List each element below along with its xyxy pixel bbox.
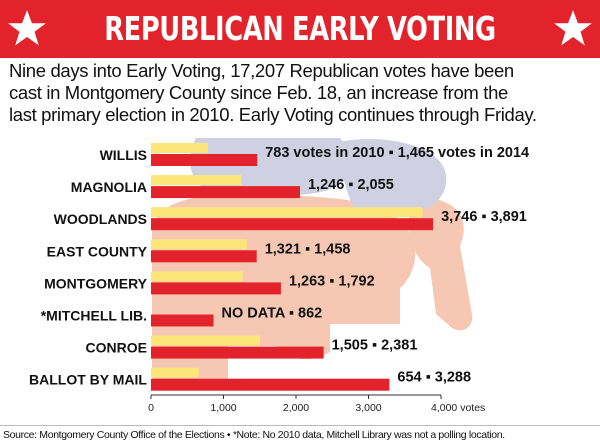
- category-label: WILLIS: [100, 147, 147, 163]
- intro-line: last primary election in 2010. Early Vot…: [9, 104, 537, 125]
- bar-2014: [151, 346, 324, 359]
- bar-2014: [151, 378, 390, 391]
- bar-2014: [151, 186, 300, 199]
- bar-2010: [151, 335, 261, 346]
- category-label: BALLOT BY MAIL: [29, 372, 147, 388]
- divider: [0, 425, 600, 426]
- bar-2014: [151, 250, 257, 263]
- data-label: 783 votes in 2010 ▪ 1,465 votes in 2014: [265, 145, 529, 161]
- x-tick-label: 3,000: [355, 402, 381, 414]
- bar-2014: [151, 154, 258, 166]
- star-icon: [554, 10, 592, 46]
- x-axis-ticks: 0 1,000 2,000 3,000 4,000 votes: [148, 395, 485, 414]
- data-label: 654 ▪ 3,288: [397, 370, 471, 386]
- data-labels: 783 votes in 2010 ▪ 1,465 votes in 2014 1…: [221, 145, 529, 386]
- bar-2010: [151, 207, 423, 218]
- bar-2010: [151, 367, 199, 378]
- category-labels: WILLIS MAGNOLIA WOODLANDS EAST COUNTY MONTGO…: [29, 147, 148, 388]
- bar-2010: [151, 175, 242, 186]
- x-tick-label: 4,000 votes: [431, 402, 485, 414]
- intro-line: cast in Montgomery County since Feb. 18,…: [9, 82, 508, 103]
- title-banner: REPUBLICAN EARLY VOTING COUNTS: [0, 0, 600, 106]
- bar-2014: [151, 314, 214, 327]
- bar-chart: WILLIS MAGNOLIA WOODLANDS EAST COUNTY MONTGO…: [29, 138, 529, 414]
- category-label: MAGNOLIA: [71, 179, 147, 195]
- category-label: CONROE: [86, 340, 147, 356]
- category-label: MONTGOMERY: [44, 275, 148, 291]
- data-label: NO DATA ▪ 862: [221, 306, 322, 322]
- intro-text: Nine days into Early Voting, 17,207 Repu…: [9, 60, 593, 126]
- x-tick-label: 1,000: [210, 402, 236, 414]
- star-icon: [8, 10, 46, 46]
- bars: [151, 143, 434, 391]
- x-tick-label: 2,000: [283, 402, 309, 414]
- x-tick-label: 0: [148, 402, 154, 414]
- intro-line: Nine days into Early Voting, 17,207 Repu…: [9, 60, 514, 81]
- category-label: WOODLANDS: [54, 211, 147, 227]
- category-label: *MITCHELL LIB.: [41, 308, 147, 324]
- data-label: 1,263 ▪ 1,792: [289, 273, 375, 289]
- bar-2010: [151, 143, 208, 153]
- category-label: EAST COUNTY: [47, 243, 148, 259]
- page-title: REPUBLICAN EARLY VOTING COUNTS: [104, 9, 496, 106]
- bar-2014: [151, 218, 434, 231]
- data-label: 3,746 ▪ 3,891: [441, 209, 527, 225]
- bar-2010: [151, 271, 243, 282]
- data-label: 1,321 ▪ 1,458: [265, 241, 351, 257]
- bar-2010: [151, 239, 247, 250]
- data-label: 1,505 ▪ 2,381: [332, 338, 418, 354]
- source-note: Source: Montgomery County Office of the …: [3, 429, 505, 441]
- bar-2014: [151, 282, 281, 295]
- data-label: 1,246 ▪ 2,055: [308, 177, 394, 193]
